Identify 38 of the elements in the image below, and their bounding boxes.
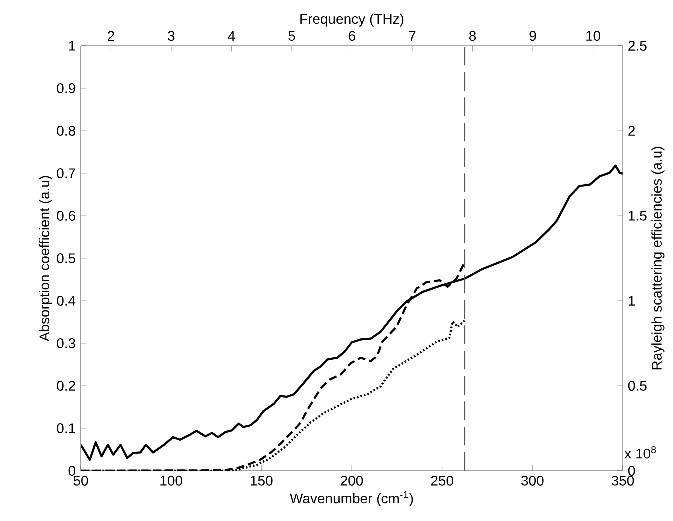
- y2-tick-label: 1: [629, 296, 636, 306]
- x-tick-label: 100: [160, 476, 182, 486]
- text: x 10$^{8}$: [624, 446, 656, 459]
- x2-tick-label: 9: [530, 31, 536, 42]
- x2-tick-label: 8: [469, 31, 476, 42]
- x2-tick-label: 10: [586, 31, 601, 42]
- y2-tick-label: 1.5: [629, 211, 647, 221]
- x2-tick-label: 4: [228, 31, 236, 42]
- y2-tick-label: 2: [628, 126, 636, 136]
- y-tick-label: 0.3: [57, 338, 76, 348]
- y-tick-label: 0.4: [57, 296, 76, 306]
- y-tick-label: 0.9: [57, 84, 76, 94]
- x2-tick-label: 6: [349, 31, 356, 42]
- x-tick-label: 250: [431, 476, 454, 486]
- y-tick-label: 0.7: [57, 168, 76, 178]
- y-tick-label: 0.5: [57, 254, 76, 264]
- y2-tick-label: 0: [628, 466, 636, 476]
- x-tick-label: 50: [74, 476, 88, 486]
- x2-axis-title: Frequency (THz): [300, 14, 404, 27]
- y2-axis-title: Rayleigh scattering efficiencies (a.u): [652, 147, 665, 370]
- x-tick-label: 200: [341, 476, 364, 486]
- x-tick-label: 300: [522, 476, 544, 486]
- x2-tick-label: 3: [168, 31, 175, 42]
- y-axis-title: Absorption coefficient (a.u): [39, 176, 52, 342]
- y-tick-label: 0.6: [57, 211, 76, 221]
- x-axis-title: Wavenumber (cm$^{-1}$): [290, 491, 414, 506]
- y-tick-label: 0: [68, 466, 76, 476]
- y-tick-label: 0.2: [57, 381, 76, 391]
- x2-tick-label: 7: [409, 31, 416, 42]
- y-tick-label: 0.8: [57, 126, 76, 136]
- x2-tick-label: 2: [108, 31, 114, 42]
- y2-tick-label: 0.5: [628, 381, 647, 391]
- x-tick-label: 150: [251, 476, 273, 486]
- x-tick-label: 350: [612, 476, 634, 486]
- y-tick-label: 0.1: [57, 424, 76, 434]
- y2-tick-label: 2.5: [628, 41, 647, 51]
- x2-tick-label: 5: [288, 31, 296, 42]
- y-tick-label: 1: [69, 41, 76, 51]
